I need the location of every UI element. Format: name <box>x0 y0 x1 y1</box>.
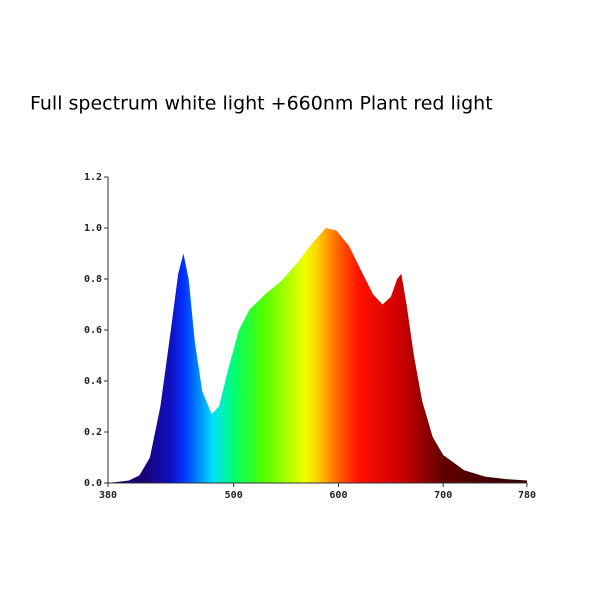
y-tick-label: 1.0 <box>84 223 102 234</box>
chart-title: Full spectrum white light +660nm Plant r… <box>30 93 493 115</box>
spectrum-area <box>108 228 527 483</box>
x-tick-label: 500 <box>225 490 243 501</box>
y-tick-label: 0.8 <box>84 274 102 285</box>
y-tick-label: 0.4 <box>84 376 102 387</box>
x-tick-label: 380 <box>99 490 117 501</box>
y-tick-label: 0.2 <box>84 427 102 438</box>
x-tick-label: 780 <box>518 490 536 501</box>
y-tick-label: 1.2 <box>84 172 102 183</box>
y-tick-label: 0.0 <box>84 478 102 489</box>
y-tick-label: 0.6 <box>84 325 102 336</box>
x-tick-label: 600 <box>329 490 347 501</box>
x-tick-label: 700 <box>434 490 452 501</box>
